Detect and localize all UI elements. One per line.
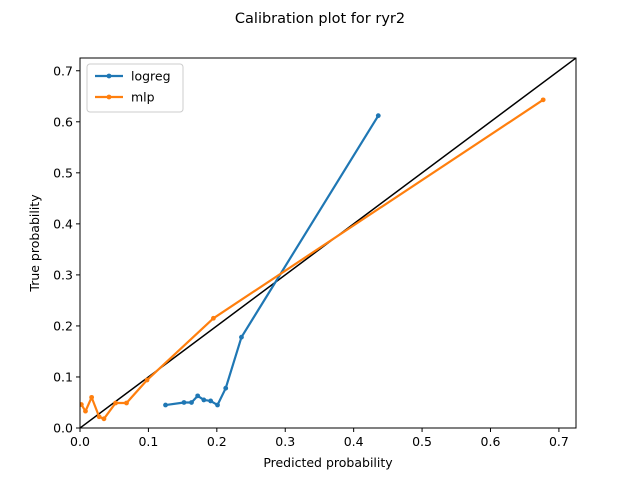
data-point-mlp [89, 394, 95, 400]
chart-title: Calibration plot for ryr2 [235, 11, 405, 27]
x-tick-label: 0.0 [70, 434, 90, 449]
data-point-mlp [124, 400, 129, 406]
data-point-logreg [375, 113, 381, 119]
data-point-logreg [208, 398, 214, 404]
x-tick-label: 0.6 [481, 434, 501, 449]
data-point-mlp [83, 408, 88, 414]
legend: logreg mlp [86, 63, 184, 113]
legend-marker-logreg [106, 73, 112, 79]
legend-label-mlp: mlp [131, 90, 155, 105]
y-tick-label: 0.5 [53, 165, 73, 180]
x-tick-label: 0.2 [207, 434, 227, 449]
data-point-mlp [211, 315, 216, 321]
x-tick-label: 0.1 [138, 434, 158, 449]
data-point-logreg [215, 402, 220, 408]
y-tick-label: 0.1 [53, 369, 73, 384]
data-point-mlp [113, 400, 118, 406]
data-point-logreg [201, 397, 207, 403]
y-tick-label: 0.0 [53, 421, 73, 436]
y-axis-label: True probability [27, 194, 42, 293]
data-point-logreg [239, 334, 244, 340]
x-tick-label: 0.3 [275, 434, 295, 449]
data-point-logreg [189, 400, 194, 405]
data-point-mlp [540, 97, 546, 103]
legend-marker-mlp [106, 94, 112, 100]
y-tick-label: 0.4 [53, 216, 73, 231]
y-tick-label: 0.6 [53, 114, 73, 129]
y-tick-label: 0.7 [53, 63, 73, 78]
axis-ticks: 0.0 0.1 0.2 0.3 0.4 0.5 0.6 0.7 0.0 0.1 0.2 0.3 0.4 0… [53, 63, 569, 449]
x-axis-label: Predicted probability [263, 455, 393, 470]
data-point-mlp [96, 414, 102, 420]
legend-label-logreg: logreg [131, 69, 171, 84]
data-point-logreg [195, 393, 201, 399]
x-tick-label: 0.7 [549, 434, 569, 449]
data-point-logreg [223, 385, 229, 391]
x-tick-label: 0.5 [412, 434, 432, 449]
data-point-logreg [163, 402, 168, 408]
plot-frame [79, 57, 577, 429]
data-point-mlp [80, 402, 84, 407]
plot-content [80, 58, 576, 428]
x-tick-label: 0.4 [344, 434, 364, 449]
data-point-mlp [144, 377, 150, 383]
data-point-mlp [101, 416, 107, 422]
y-tick-label: 0.3 [53, 267, 73, 282]
y-tick-label: 0.2 [53, 318, 73, 333]
data-point-logreg [181, 400, 187, 405]
series-line-mlp [80, 98, 544, 420]
series-line-logreg [165, 115, 380, 407]
